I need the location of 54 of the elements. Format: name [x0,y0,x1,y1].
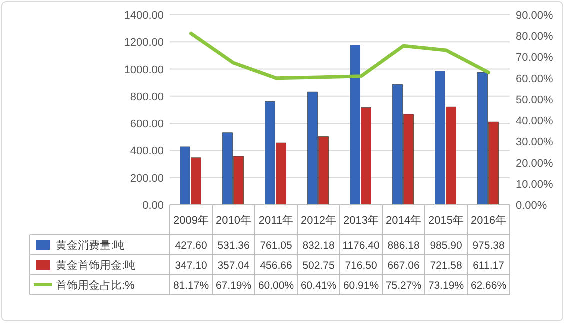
x-tick-label: 2016年 [471,215,506,227]
y2-tick-label: 20.00% [516,158,554,170]
data-label: 60.91% [343,280,380,292]
data-label: 531.36 [218,240,250,252]
data-label: 347.10 [175,260,208,272]
data-label: 427.60 [175,240,208,252]
y2-tick-label: 80.00% [516,31,554,44]
x-tick-label: 2012年 [301,215,336,227]
data-label: 81.17% [173,280,210,292]
y2-tick-label: 0.00% [516,200,548,212]
y2-tick-label: 30.00% [516,136,554,149]
x-tick-label: 2013年 [344,215,379,227]
x-tick-label: 2009年 [174,215,209,227]
y-tick-label: 200.00 [130,172,164,185]
data-label: 716.50 [345,260,378,272]
legend-label: 首饰用金占比:% [56,279,136,292]
y-tick-label: 600.00 [130,118,164,131]
data-label: 502.75 [302,260,335,272]
data-label: 975.38 [472,240,505,252]
x-tick-label: 2014年 [386,215,422,227]
y-tick-label: 0.00 [142,200,164,212]
y2-tick-label: 70.00% [516,52,554,64]
y2-tick-label: 90.00% [516,10,554,22]
data-label: 886.18 [388,240,420,252]
data-label: 456.66 [260,260,292,272]
data-label: 357.04 [218,260,250,272]
x-tick-label: 2015年 [428,215,464,227]
data-label: 611.17 [473,260,505,272]
legend-label: 黄金消费量:吨 [56,239,126,252]
x-tick-label: 2011年 [258,215,294,227]
data-label: 62.66% [470,280,507,292]
data-label: 60.41% [300,280,337,292]
y2-tick-label: 60.00% [516,73,554,86]
data-label: 67.19% [216,280,252,292]
data-label: 667.06 [388,260,420,272]
data-label: 60.00% [258,280,294,292]
data-label: 761.05 [260,240,292,252]
y2-tick-label: 10.00% [516,178,554,191]
y-tick-label: 800.00 [130,91,164,104]
legend-label: 黄金首饰用金:吨 [56,259,136,272]
data-label: 832.18 [302,240,335,252]
data-label: 75.27% [386,280,422,292]
data-label: 73.19% [428,280,464,292]
y-tick-label: 1200.00 [124,37,164,50]
y-tick-label: 1000.00 [124,64,164,76]
y-tick-label: 1400.00 [124,10,164,22]
y2-tick-label: 40.00% [516,116,554,128]
y2-tick-label: 50.00% [516,94,554,106]
data-label: 985.90 [430,240,462,252]
data-label: 721.58 [430,260,462,272]
x-tick-label: 2010年 [216,215,252,227]
y-tick-label: 400.00 [130,146,164,158]
data-label: 1176.40 [342,240,380,252]
line-series [190,32,490,80]
